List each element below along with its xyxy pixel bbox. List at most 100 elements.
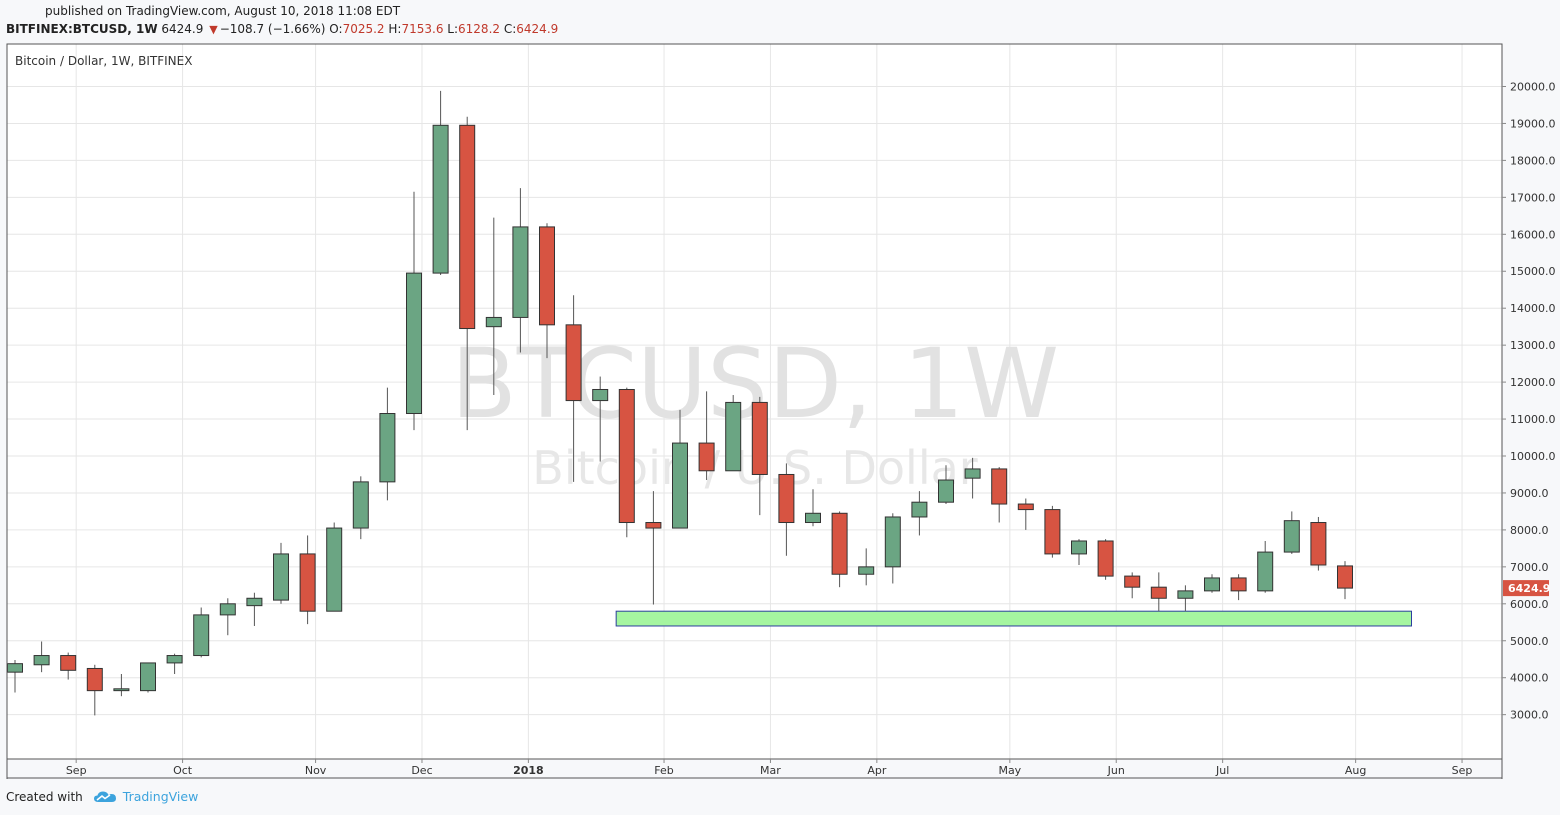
candle-body: [1337, 565, 1353, 589]
candle-body: [7, 663, 23, 673]
low-value: 6128.2: [458, 22, 501, 36]
candle-body: [379, 413, 396, 483]
candle-body: [60, 655, 77, 671]
candle: [751, 396, 768, 516]
candle: [33, 641, 50, 673]
candle: [991, 467, 1008, 523]
y-tick-label: 6000.0: [1510, 598, 1549, 611]
candle-body: [1071, 540, 1087, 555]
last-price-label: 6424.9: [1508, 582, 1550, 595]
y-tick-label: 9000.0: [1510, 487, 1549, 500]
y-tick-label: 4000.0: [1510, 672, 1549, 685]
candle-body: [1283, 520, 1300, 553]
candle-body: [938, 479, 954, 503]
x-tick-label: 2018: [513, 764, 544, 777]
candle: [884, 513, 901, 584]
candle: [246, 592, 263, 626]
candle: [964, 457, 981, 499]
candle: [778, 463, 795, 556]
open-label: O:: [329, 22, 343, 36]
y-tick-label: 17000.0: [1510, 191, 1556, 204]
candle: [1177, 585, 1194, 612]
candle-body: [512, 226, 529, 318]
candle: [1337, 561, 1353, 600]
candle: [618, 387, 635, 538]
y-tick-label: 15000.0: [1510, 265, 1556, 278]
y-tick-label: 14000.0: [1510, 302, 1556, 315]
high-value: 7153.6: [401, 22, 444, 36]
symbol-label: BITFINEX:BTCUSD, 1W: [6, 22, 158, 36]
candle-body: [86, 667, 103, 692]
candle: [1124, 572, 1141, 599]
candle-body: [1097, 540, 1114, 577]
price-change: −108.7 (−1.66%): [219, 22, 326, 36]
candle-body: [246, 597, 263, 607]
y-tick-label: 5000.0: [1510, 635, 1549, 648]
candle-body: [406, 272, 422, 415]
candle-body: [459, 124, 476, 330]
candle-body: [299, 553, 316, 612]
price-axis: 3000.0 4000.0 5000.0 6000.0 7000.0 8000.0 9000…: [1502, 80, 1556, 722]
y-tick-label: 19000.0: [1510, 117, 1556, 130]
candle-body: [698, 442, 715, 472]
y-tick-label: 7000.0: [1510, 561, 1549, 574]
x-tick-label: Nov: [305, 764, 327, 777]
footer: Created with TradingView: [6, 789, 198, 804]
candle-body: [592, 388, 609, 402]
candle: [166, 653, 183, 675]
candle: [1257, 540, 1274, 593]
candle: [113, 674, 130, 697]
candle-body: [858, 566, 875, 575]
y-tick-label: 3000.0: [1510, 709, 1549, 722]
candle: [273, 542, 289, 604]
candle-body: [645, 522, 662, 529]
y-tick-label: 13000.0: [1510, 339, 1556, 352]
candle-body: [1230, 577, 1247, 592]
candle-body: [725, 401, 742, 472]
candle-body: [1177, 590, 1194, 599]
candle: [432, 90, 449, 275]
quote-bar: BITFINEX:BTCUSD, 1W 6424.9 ▼ −108.7 (−1.6…: [6, 22, 558, 36]
candle: [1150, 572, 1167, 612]
candle: [938, 465, 954, 505]
x-tick-label: Sep: [66, 764, 87, 777]
candle-body: [751, 401, 768, 475]
candle: [592, 376, 609, 462]
candle: [60, 652, 77, 680]
y-tick-label: 16000.0: [1510, 228, 1556, 241]
candle: [1044, 505, 1061, 558]
candle-body: [273, 553, 289, 601]
tradingview-cloud-icon[interactable]: [93, 790, 117, 804]
x-tick-label: May: [998, 764, 1021, 777]
y-tick-label: 10000.0: [1510, 450, 1556, 463]
x-tick-label: Dec: [411, 764, 432, 777]
candle: [379, 387, 396, 501]
candle-body: [565, 324, 582, 402]
support-zone: [615, 610, 1412, 627]
chart-frame: [6, 43, 1503, 779]
candle: [725, 395, 742, 472]
tradingview-brand-link[interactable]: TradingView: [122, 789, 199, 804]
candle: [911, 491, 928, 536]
close-value: 6424.9: [516, 22, 559, 36]
candle: [858, 548, 875, 586]
y-tick-label: 18000.0: [1510, 154, 1556, 167]
candle: [672, 409, 688, 529]
candle: [1230, 574, 1247, 601]
candle-body: [140, 662, 156, 692]
candles: [7, 90, 1353, 716]
candle-body: [1204, 577, 1220, 592]
support-zone-rect: [615, 610, 1412, 627]
x-tick-label: Mar: [760, 764, 781, 777]
candle: [539, 223, 555, 359]
candle: [1310, 516, 1327, 571]
candle: [831, 511, 848, 588]
candle-body: [831, 512, 848, 575]
high-label: H:: [388, 22, 402, 36]
candle-body: [911, 501, 928, 518]
y-tick-label: 8000.0: [1510, 524, 1549, 537]
candle: [86, 664, 103, 716]
